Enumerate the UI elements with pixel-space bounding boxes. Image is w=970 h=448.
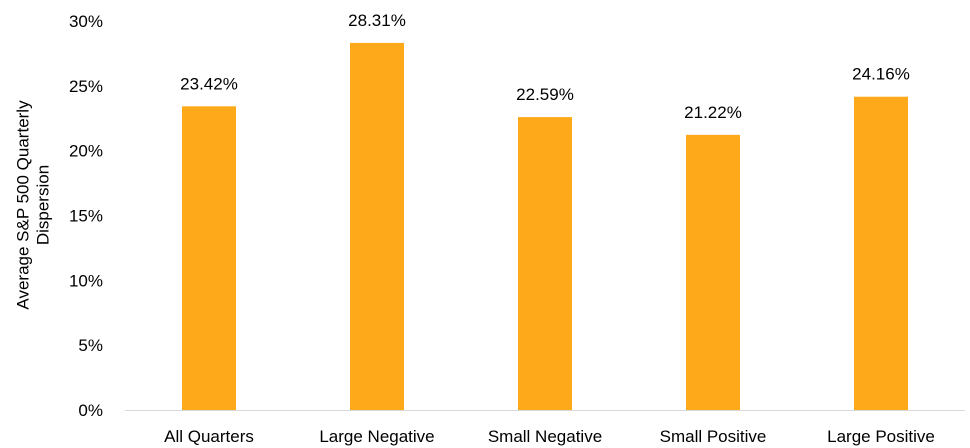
bars: [182, 42, 908, 410]
data-label: 24.16%: [852, 65, 910, 84]
x-category-label: Large Negative: [319, 427, 434, 446]
y-tick-label: 20%: [69, 142, 103, 161]
x-category-label: Small Negative: [488, 427, 602, 446]
y-tick-label: 0%: [78, 401, 103, 420]
y-axis-title-line: Average S&P 500 Quarterly: [14, 100, 33, 310]
y-tick-label: 5%: [78, 336, 103, 355]
y-axis-title: Average S&P 500 Quarterly Dispersion: [14, 100, 53, 310]
x-category-label: Large Positive: [827, 427, 935, 446]
y-tick-label: 10%: [69, 271, 103, 290]
y-tick-label: 25%: [69, 77, 103, 96]
y-axis-ticks: 0% 5% 10% 15% 20% 25% 30%: [69, 12, 103, 420]
data-labels: 23.42% 28.31% 22.59% 21.22% 24.16%: [180, 11, 910, 122]
x-axis-categories: All Quarters Large Negative Small Negative…: [164, 427, 935, 446]
bar: [854, 96, 908, 410]
bar: [182, 106, 236, 410]
x-category-label: All Quarters: [164, 427, 254, 446]
bar: [350, 42, 404, 410]
x-category-label: Small Positive: [660, 427, 767, 446]
data-label: 22.59%: [516, 85, 574, 104]
y-tick-label: 30%: [69, 12, 103, 31]
data-label: 28.31%: [348, 11, 406, 30]
data-label: 21.22%: [684, 103, 742, 122]
bar: [518, 117, 572, 410]
y-tick-label: 15%: [69, 207, 103, 226]
y-axis-title-line: Dispersion: [34, 165, 53, 245]
bar: [686, 134, 740, 410]
data-label: 23.42%: [180, 74, 238, 93]
